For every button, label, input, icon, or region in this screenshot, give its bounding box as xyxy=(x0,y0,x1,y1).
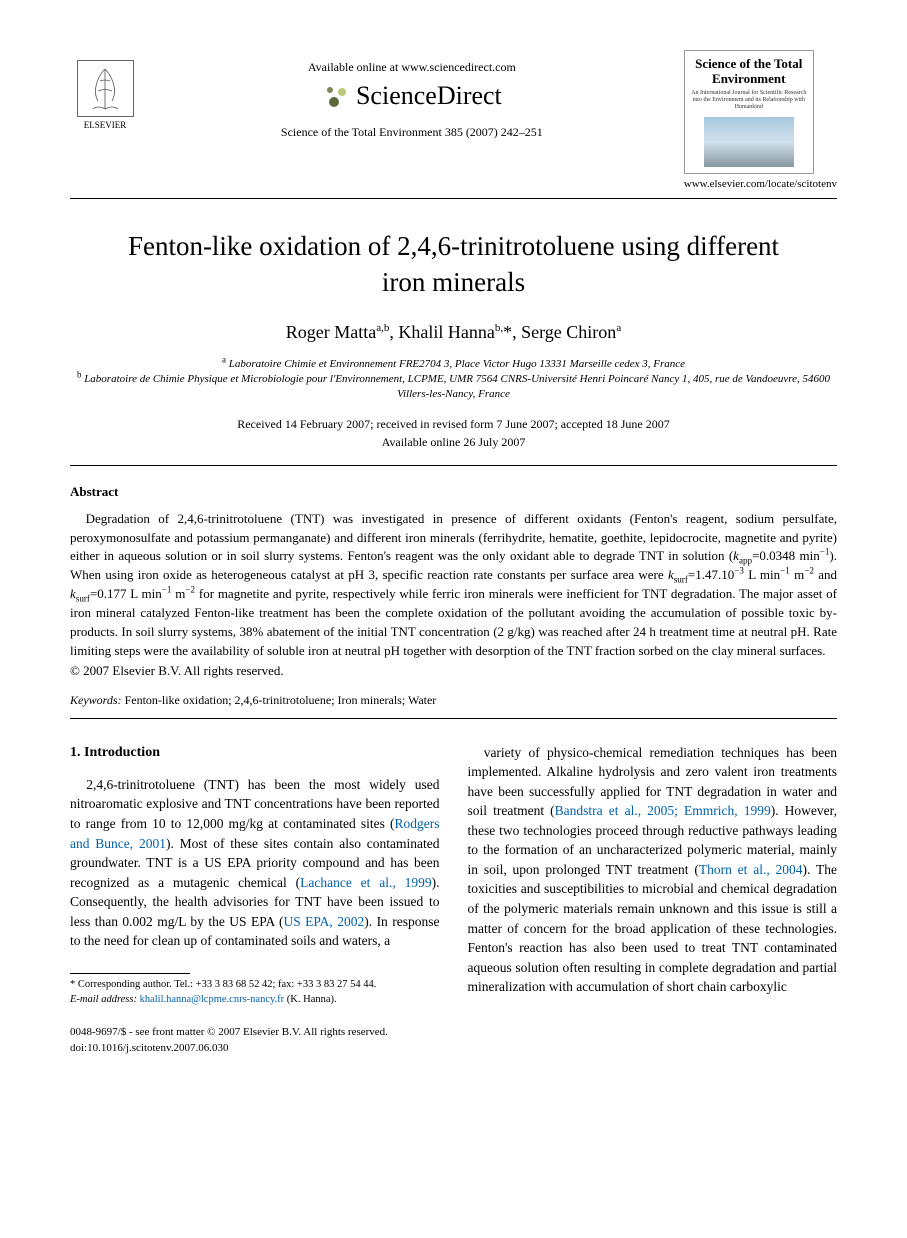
footnote-email-line: E-mail address: khalil.hanna@lcpme.cnrs-… xyxy=(70,993,440,1008)
header-rule xyxy=(70,198,837,199)
footnote-email-link[interactable]: khalil.hanna@lcpme.cnrs-nancy.fr xyxy=(140,994,285,1005)
article-dates: Received 14 February 2007; received in r… xyxy=(70,415,837,451)
keywords-line: Keywords: Fenton-like oxidation; 2,4,6-t… xyxy=(70,693,837,708)
affiliation-b: b Laboratoire de Chimie Physique et Micr… xyxy=(70,372,837,403)
affiliations: a Laboratoire Chimie et Environnement FR… xyxy=(70,357,837,403)
page-footer: 0048-9697/$ - see front matter © 2007 El… xyxy=(70,1025,440,1056)
rule-below-keywords xyxy=(70,718,837,719)
ref-bandstra-2005[interactable]: Bandstra et al., 2005; Emmrich, 1999 xyxy=(555,803,771,818)
ref-thorn-2004[interactable]: Thorn et al., 2004 xyxy=(699,862,803,877)
elsevier-label: ELSEVIER xyxy=(84,120,127,130)
body-columns: 1. Introduction 2,4,6-trinitrotoluene (T… xyxy=(70,743,837,1057)
footnote-email-name: (K. Hanna). xyxy=(287,994,337,1005)
sciencedirect-text: ScienceDirect xyxy=(356,81,502,111)
header-row: ELSEVIER Available online at www.science… xyxy=(70,50,837,190)
journal-cover-box: Science of the Total Environment An Inte… xyxy=(684,50,814,174)
dates-received: Received 14 February 2007; received in r… xyxy=(70,415,837,433)
journal-box-wrap: Science of the Total Environment An Inte… xyxy=(684,50,837,190)
author-2: Khalil Hannab,* xyxy=(398,322,512,342)
elsevier-tree-icon xyxy=(77,60,134,117)
sciencedirect-icon xyxy=(322,82,350,110)
journal-url: www.elsevier.com/locate/scitotenv xyxy=(684,178,837,190)
rule-above-abstract xyxy=(70,465,837,466)
footnote-rule xyxy=(70,973,190,974)
abstract-body: Degradation of 2,4,6-trinitrotoluene (TN… xyxy=(70,510,837,661)
abstract-text-1: Degradation of 2,4,6-trinitrotoluene (TN… xyxy=(70,511,837,658)
available-online-text: Available online at www.sciencedirect.co… xyxy=(140,60,684,75)
col1-text-a: 2,4,6-trinitrotoluene (TNT) has been the… xyxy=(70,777,440,831)
column-right: variety of physico-chemical remediation … xyxy=(468,743,838,1057)
col1-paragraph: 2,4,6-trinitrotoluene (TNT) has been the… xyxy=(70,775,440,951)
footnote-tel: * Corresponding author. Tel.: +33 3 83 6… xyxy=(70,978,440,993)
keywords-label: Keywords: xyxy=(70,693,122,707)
elsevier-logo: ELSEVIER xyxy=(70,50,140,130)
ref-usepa-2002[interactable]: US EPA, 2002 xyxy=(283,914,364,929)
section-1-heading: 1. Introduction xyxy=(70,743,440,763)
keywords-text: Fenton-like oxidation; 2,4,6-trinitrotol… xyxy=(125,693,437,707)
footnote-email-label: E-mail address: xyxy=(70,994,137,1005)
center-header: Available online at www.sciencedirect.co… xyxy=(140,50,684,140)
dates-online: Available online 26 July 2007 xyxy=(70,433,837,451)
journal-cover-title: Science of the Total Environment xyxy=(689,57,809,87)
author-3: Serge Chirona xyxy=(521,322,621,342)
footer-doi: doi:10.1016/j.scitotenv.2007.06.030 xyxy=(70,1041,440,1056)
affiliation-a: a Laboratoire Chimie et Environnement FR… xyxy=(70,357,837,372)
footer-issn: 0048-9697/$ - see front matter © 2007 El… xyxy=(70,1025,440,1040)
abstract-copyright: © 2007 Elsevier B.V. All rights reserved… xyxy=(70,663,837,679)
article-title: Fenton-like oxidation of 2,4,6-trinitrot… xyxy=(110,229,797,299)
citation-line: Science of the Total Environment 385 (20… xyxy=(140,125,684,140)
affiliation-a-text: Laboratoire Chimie et Environnement FRE2… xyxy=(229,358,685,370)
sciencedirect-logo: ScienceDirect xyxy=(140,81,684,111)
ref-lachance-1999[interactable]: Lachance et al., 1999 xyxy=(300,875,431,890)
column-left: 1. Introduction 2,4,6-trinitrotoluene (T… xyxy=(70,743,440,1057)
journal-cover-subtitle: An International Journal for Scientific … xyxy=(689,90,809,112)
author-1: Roger Mattaa,b xyxy=(286,322,390,342)
affiliation-b-text: Laboratoire de Chimie Physique et Microb… xyxy=(84,373,830,400)
corresponding-footnote: * Corresponding author. Tel.: +33 3 83 6… xyxy=(70,978,440,1007)
authors-line: Roger Mattaa,b, Khalil Hannab,*, Serge C… xyxy=(70,322,837,343)
journal-cover-image xyxy=(704,117,794,167)
abstract-heading: Abstract xyxy=(70,484,837,500)
col2-paragraph: variety of physico-chemical remediation … xyxy=(468,743,838,997)
col2-text-c: ). The toxicities and susceptibilities t… xyxy=(468,862,838,994)
